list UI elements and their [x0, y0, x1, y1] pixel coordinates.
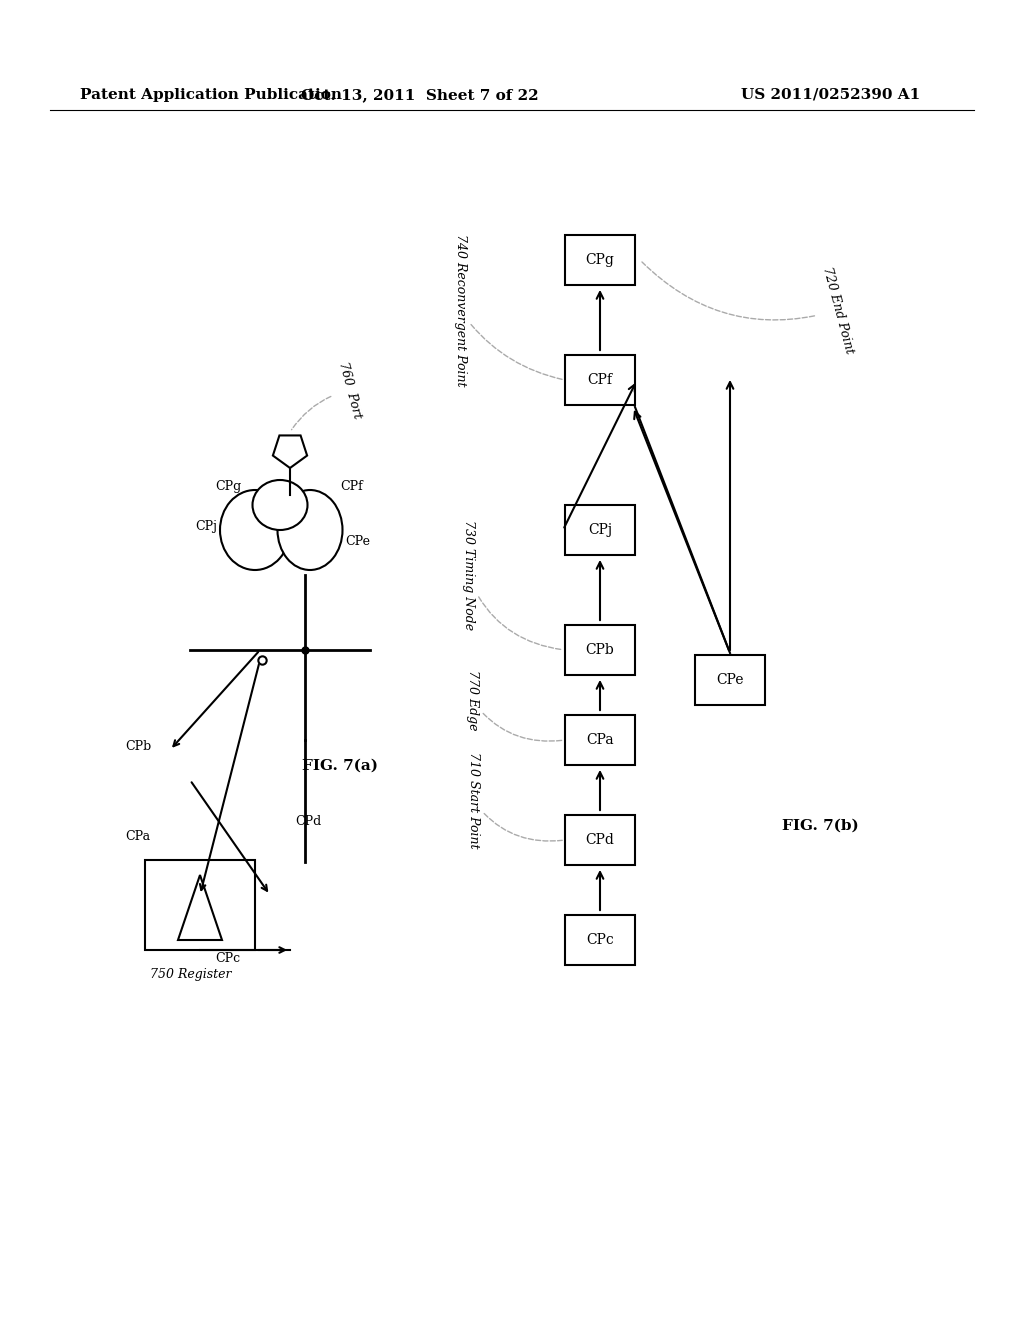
- Text: CPb: CPb: [125, 741, 152, 752]
- Text: Patent Application Publication: Patent Application Publication: [80, 88, 342, 102]
- Text: CPa: CPa: [586, 733, 613, 747]
- Text: CPa: CPa: [125, 830, 151, 843]
- Text: CPj: CPj: [195, 520, 217, 533]
- Text: CPc: CPc: [215, 952, 240, 965]
- Text: FIG. 7(a): FIG. 7(a): [302, 759, 378, 774]
- Text: CPj: CPj: [588, 523, 612, 537]
- Text: CPc: CPc: [586, 933, 613, 946]
- Text: CPd: CPd: [295, 814, 322, 828]
- Text: CPe: CPe: [345, 535, 370, 548]
- Text: CPe: CPe: [716, 673, 743, 686]
- Text: CPg: CPg: [586, 253, 614, 267]
- Ellipse shape: [253, 480, 307, 531]
- Text: 740 Reconvergent Point: 740 Reconvergent Point: [454, 234, 562, 387]
- Text: CPf: CPf: [588, 374, 612, 387]
- Ellipse shape: [220, 490, 290, 570]
- Text: FIG. 7(b): FIG. 7(b): [781, 818, 858, 833]
- Text: 710 Start Point: 710 Start Point: [467, 752, 562, 849]
- Text: CPf: CPf: [340, 480, 362, 492]
- Text: 760  Port: 760 Port: [292, 360, 364, 430]
- Ellipse shape: [278, 490, 342, 570]
- Text: CPg: CPg: [215, 480, 242, 492]
- Text: 720 End Point: 720 End Point: [642, 261, 856, 355]
- Text: Oct. 13, 2011  Sheet 7 of 22: Oct. 13, 2011 Sheet 7 of 22: [301, 88, 539, 102]
- Text: 750 Register: 750 Register: [150, 968, 231, 981]
- Text: 730 Timing Node: 730 Timing Node: [462, 520, 562, 649]
- Text: 770 Edge: 770 Edge: [466, 669, 562, 741]
- Text: CPd: CPd: [586, 833, 614, 847]
- Text: US 2011/0252390 A1: US 2011/0252390 A1: [740, 88, 920, 102]
- Text: CPb: CPb: [586, 643, 614, 657]
